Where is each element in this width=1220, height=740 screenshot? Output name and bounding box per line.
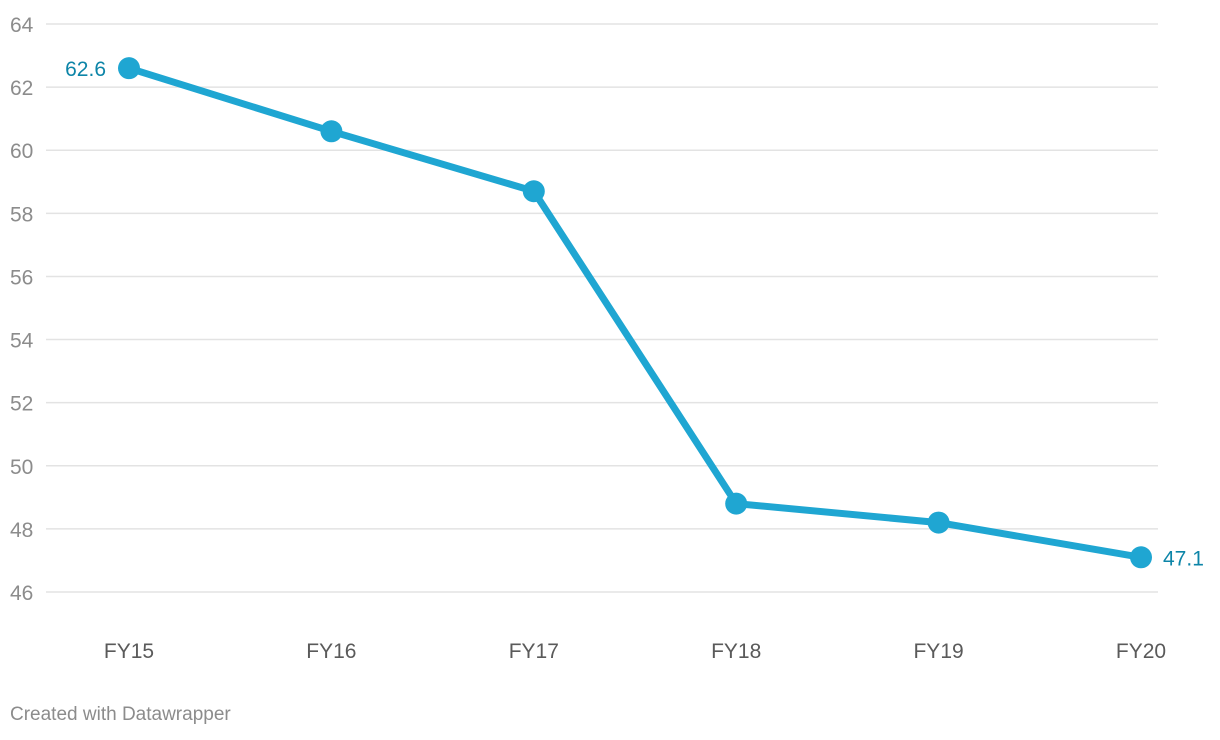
x-tick-label-FY18: FY18 [711, 640, 761, 663]
y-tick-label-64: 64 [10, 14, 34, 37]
x-axis-ticks: FY15 FY16 FY17 FY18 FY19 FY20 [104, 640, 1166, 663]
y-gridlines [46, 23, 1158, 593]
data-label-FY15: 62.6 [65, 58, 106, 81]
y-tick-label-58: 58 [10, 203, 33, 226]
series-line [125, 64, 1145, 561]
data-labels: 62.6 47.1 [65, 58, 1204, 570]
y-tick-label-52: 52 [10, 393, 33, 416]
y-tick-label-56: 56 [10, 266, 33, 289]
x-tick-label-FY15: FY15 [104, 640, 154, 663]
data-label-FY20: 47.1 [1163, 547, 1204, 570]
y-tick-label-46: 46 [10, 582, 33, 605]
series-layer [118, 57, 1152, 569]
datawrapper-credit: Created with Datawrapper [10, 704, 231, 725]
y-axis-ticks: 46 48 50 52 54 56 58 60 62 64 [10, 14, 34, 605]
x-tick-label-FY16: FY16 [306, 640, 356, 663]
data-point-FY17 [522, 180, 545, 203]
y-tick-label-60: 60 [10, 140, 33, 163]
data-point-FY20 [1130, 546, 1152, 569]
data-point-FY19 [927, 511, 950, 534]
data-point-FY16 [320, 120, 343, 143]
data-point-FY15 [118, 57, 140, 80]
y-tick-label-50: 50 [10, 456, 33, 479]
data-point-FY18 [725, 492, 748, 515]
y-tick-label-48: 48 [10, 519, 33, 542]
x-tick-label-FY17: FY17 [509, 640, 559, 663]
y-tick-label-62: 62 [10, 77, 33, 100]
y-tick-label-54: 54 [10, 330, 34, 353]
x-tick-label-FY19: FY19 [913, 640, 963, 663]
x-tick-label-FY20: FY20 [1116, 640, 1166, 663]
